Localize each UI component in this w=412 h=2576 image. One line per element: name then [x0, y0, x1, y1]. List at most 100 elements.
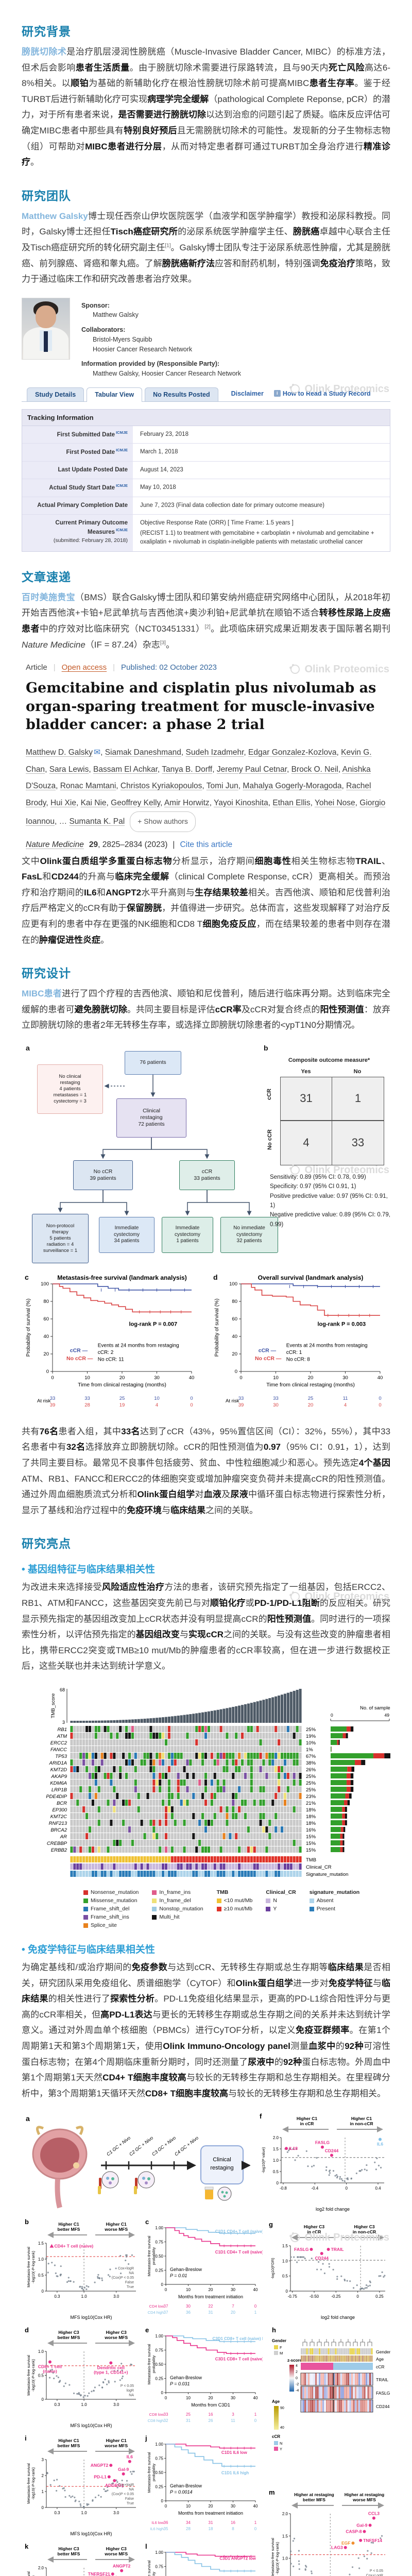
- author-link[interactable]: Bassam El Achkar: [93, 765, 158, 774]
- text-segment: 。: [165, 639, 175, 650]
- svg-text:0.75: 0.75: [155, 2348, 163, 2353]
- author-link[interactable]: Amir Horwitz: [164, 798, 210, 807]
- author-link[interactable]: Anishka D'Souza: [26, 765, 371, 791]
- text-segment: 血浆中: [308, 2041, 336, 2051]
- divider: |: [173, 840, 175, 849]
- author-link[interactable]: Matthew D. Galsky: [26, 748, 93, 757]
- email-author-icon[interactable]: ✉: [94, 748, 101, 757]
- author-link[interactable]: Sumanta K. Pal: [69, 817, 125, 826]
- svg-text:C3D1 ANGPT2 low: C3D1 ANGPT2 low: [219, 2556, 256, 2561]
- svg-text:m: m: [269, 2488, 275, 2496]
- author-link[interactable]: Ronac Mamtani: [60, 782, 116, 791]
- tab-no-results-posted[interactable]: No Results Posted: [145, 387, 218, 401]
- tracking-information-table: Tracking Information First Submitted Dat…: [22, 409, 390, 552]
- author-link[interactable]: Sudeh Izadmehr: [185, 748, 244, 757]
- flow-box: cCR 33 patients: [179, 1160, 235, 1190]
- tracking-row-label: Actual Study Start Date ICMJE: [22, 479, 133, 497]
- text-segment: 92种: [283, 2057, 302, 2067]
- text-segment: 风险适应性治疗: [101, 1582, 165, 1592]
- svg-text:2.0: 2.0: [282, 2512, 288, 2516]
- flow-box: No immediate cystectomy 32 patients: [220, 1216, 278, 1253]
- author-link[interactable]: Hui Xie: [50, 798, 76, 807]
- author-link[interactable]: Tanya B. Dorff: [162, 765, 213, 774]
- author-link[interactable]: Kai Nie: [80, 798, 107, 807]
- text-segment: 共有: [22, 1426, 40, 1436]
- author-link[interactable]: Siamak Daneshmand: [105, 748, 181, 757]
- tab-study-details[interactable]: Study Details: [27, 387, 84, 401]
- svg-text:better MFS: better MFS: [58, 2443, 80, 2448]
- svg-text:IL6: IL6: [127, 2454, 133, 2460]
- svg-text:c: c: [145, 2218, 149, 2226]
- svg-text:log-rank P = 0.007: log-rank P = 0.007: [129, 1321, 178, 1327]
- text-segment: 76名: [39, 1426, 59, 1436]
- svg-text:10: 10: [186, 2396, 191, 2400]
- svg-text:Higher C1: Higher C1: [106, 2438, 127, 2443]
- author-link[interactable]: Rachel Brody: [26, 782, 371, 807]
- link-matthew-galsky[interactable]: Matthew Galsky: [22, 211, 88, 221]
- svg-text:40: 40: [253, 2504, 258, 2509]
- svg-text:IL18: IL18: [289, 2146, 298, 2151]
- author-link[interactable]: Geoffrey Kelly: [111, 798, 161, 807]
- text-segment: ANGPT2: [106, 887, 142, 897]
- author-link[interactable]: Mahalya Gogerly-Moragoda: [243, 782, 342, 791]
- svg-text:Metastasis-free survival: Metastasis-free survival: [26, 2463, 31, 2504]
- svg-text:worse MFS: worse MFS: [352, 2497, 376, 2502]
- author-link[interactable]: Brock O. Neil: [291, 765, 338, 774]
- svg-text:-2: -2: [296, 2383, 299, 2386]
- link-cystectomy[interactable]: 膀胱切除术: [22, 47, 67, 57]
- svg-text:40: 40: [43, 1334, 49, 1340]
- show-authors-button[interactable]: + Show authors: [130, 811, 196, 832]
- author-link[interactable]: Tomi Jun: [206, 782, 238, 791]
- svg-text:Signature_mutation: Signature_mutation: [306, 1872, 348, 1877]
- svg-text:31: 31: [209, 2310, 213, 2315]
- svg-text:NA: NA: [129, 2394, 134, 2397]
- journal-name-link[interactable]: Nature Medicine: [26, 840, 84, 849]
- svg-text:0: 0: [254, 2418, 257, 2423]
- author-link[interactable]: Edgar Gonzalez-Kozlova: [248, 748, 337, 757]
- composite-table: 31 1 4 33: [280, 1076, 384, 1165]
- svg-text:22: 22: [209, 2304, 213, 2309]
- text-segment: 为确定基线和/或治疗期间的: [22, 1962, 132, 1973]
- author-link[interactable]: Ethan Ellis: [272, 798, 311, 807]
- svg-text:RNF213: RNF213: [49, 1821, 67, 1826]
- link-bms[interactable]: 百时美施贵宝: [22, 592, 75, 602]
- fig3-panel-h: hGenderFMz-score420-2-4Age9040cCRNYTRAIL…: [272, 2326, 390, 2451]
- cite-this-article-link[interactable]: Cite this article: [180, 840, 233, 849]
- open-access-link[interactable]: Open access: [61, 663, 107, 672]
- clinicaltrials-screenshot: Sponsor: Matthew Galsky Collaborators: B…: [22, 297, 390, 552]
- svg-text:C3D1 CD8+ T cell (naive) high: C3D1 CD8+ T cell (naive) high: [212, 2336, 263, 2341]
- author-link[interactable]: Sara Lewis: [49, 765, 89, 774]
- svg-text:30: 30: [154, 1375, 160, 1381]
- text-segment: 中循环蛋白标志物进行探索性分析，显示了基线和治疗过程中的: [22, 1489, 391, 1515]
- text-segment: 的相关性进行了: [48, 1994, 111, 2004]
- svg-text:cCR —: cCR —: [259, 1347, 277, 1353]
- subsection-genomic: • 基因组特征与临床结果相关性: [22, 1564, 155, 1575]
- text-segment: FasL: [22, 872, 42, 882]
- svg-text:18%: 18%: [306, 1814, 316, 1820]
- author-link[interactable]: Christos Kyriakopoulos: [120, 782, 202, 791]
- author-link[interactable]: Yayoi Kinoshita: [214, 798, 268, 807]
- svg-text:IL6 low: IL6 low: [151, 2520, 164, 2525]
- svg-text:0.3: 0.3: [54, 2402, 60, 2407]
- author-link[interactable]: Giorgio Ioannou: [26, 798, 386, 826]
- collaborators-label: Collaborators:: [81, 326, 126, 334]
- svg-text:0: 0: [379, 1402, 381, 1408]
- svg-text:Dendritic cell: Dendritic cell: [97, 2365, 125, 2370]
- svg-text:True: True: [127, 2285, 134, 2289]
- tracking-row-value: June 7, 2023 (Final data collection date…: [133, 497, 390, 514]
- svg-text:g: g: [269, 2221, 273, 2228]
- link-disclaimer[interactable]: Disclaimer: [231, 389, 264, 397]
- svg-text:10: 10: [186, 2287, 191, 2292]
- author-link[interactable]: Jeremy Paul Cetnar: [216, 765, 287, 774]
- svg-text:0.5: 0.5: [282, 2274, 288, 2279]
- link-how-to-read[interactable]: i How to Read a Study Record: [273, 390, 371, 401]
- author-link[interactable]: Yohei Nose: [314, 798, 355, 807]
- svg-text:1.0: 1.0: [38, 2257, 44, 2262]
- link-mibc-patients[interactable]: MIBC患者: [22, 989, 62, 999]
- svg-text:1.0: 1.0: [273, 2158, 279, 2163]
- author-link[interactable]: Kevin G. Chan: [26, 748, 372, 774]
- tab-tabular-view[interactable]: Tabular View: [87, 387, 143, 402]
- svg-text:-4: -4: [296, 2389, 299, 2393]
